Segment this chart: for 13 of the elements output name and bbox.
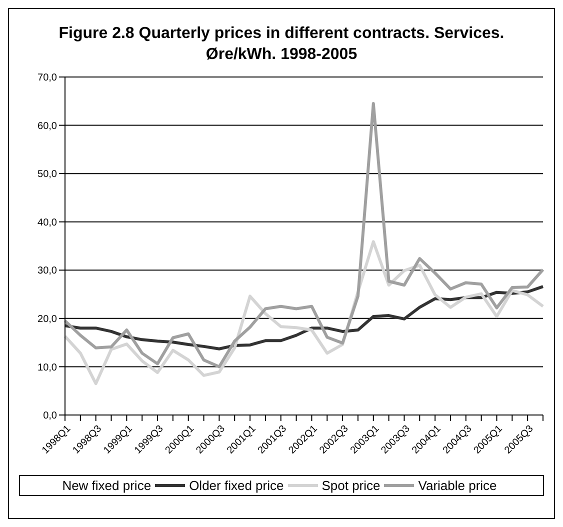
y-tick-label: 60,0 [38, 120, 58, 132]
y-tick-label: 0,0 [43, 410, 58, 422]
chart-title: Figure 2.8 Quarterly prices in different contracts. Services. Øre/kWh. 1998-2005 [58, 24, 506, 65]
y-tick-label: 40,0 [38, 217, 58, 228]
legend-label: Spot price [322, 478, 380, 493]
legend-label: Older fixed price [189, 478, 284, 493]
text: New fixed price [62, 478, 152, 493]
legend-label: Variable price [418, 478, 497, 493]
y-tick-label: 10,0 [38, 362, 58, 374]
y-tick-label: 50,0 [38, 169, 58, 180]
y-tick-label: 70,0 [38, 72, 58, 84]
y-tick-label: 30,0 [38, 266, 58, 277]
y-tick-label: 20,0 [38, 314, 58, 325]
